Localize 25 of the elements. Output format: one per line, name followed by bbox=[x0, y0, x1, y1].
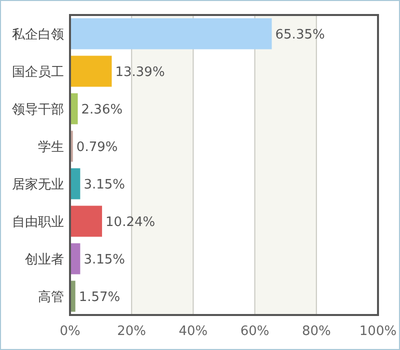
bar bbox=[70, 206, 102, 237]
data-label: 10.24% bbox=[106, 214, 156, 230]
bar bbox=[70, 18, 272, 50]
x-tick-label: 100% bbox=[359, 324, 397, 339]
x-tick-label: 20% bbox=[117, 324, 146, 339]
data-label: 13.39% bbox=[115, 64, 165, 80]
y-tick-label: 国企员工 bbox=[12, 64, 64, 80]
y-tick-label: 领导干部 bbox=[12, 102, 64, 118]
x-tick-label: 80% bbox=[302, 324, 331, 339]
y-tick-label: 创业者 bbox=[25, 252, 64, 268]
data-label: 0.79% bbox=[76, 140, 118, 155]
y-tick-label: 私企白领 bbox=[12, 27, 64, 42]
bar bbox=[70, 56, 112, 87]
y-tick-label: 学生 bbox=[38, 140, 64, 155]
y-tick-label: 高管 bbox=[38, 288, 64, 305]
data-label: 3.15% bbox=[84, 252, 126, 268]
data-label: 2.36% bbox=[81, 102, 123, 118]
x-tick-label: 60% bbox=[240, 324, 270, 339]
y-tick-label: 自由职业 bbox=[12, 214, 64, 230]
y-tick-label: 居家无业 bbox=[12, 176, 64, 192]
x-tick-label: 0% bbox=[60, 324, 80, 339]
data-label: 3.15% bbox=[84, 177, 126, 192]
x-tick-label: 40% bbox=[178, 324, 208, 339]
data-label: 1.57% bbox=[78, 290, 120, 305]
data-label: 65.35% bbox=[275, 27, 325, 42]
